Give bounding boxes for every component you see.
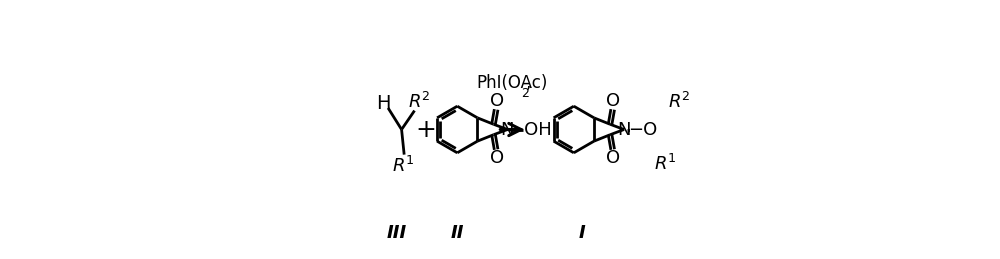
Text: PhI(OAc): PhI(OAc): [477, 74, 548, 92]
Text: $R^1$: $R^1$: [654, 154, 677, 174]
Text: 2: 2: [521, 87, 529, 100]
Text: O: O: [490, 149, 504, 167]
Text: ,: ,: [525, 74, 531, 92]
Text: I: I: [578, 224, 585, 242]
Text: H: H: [376, 94, 391, 113]
Text: −OH: −OH: [509, 120, 552, 139]
Text: O: O: [606, 149, 620, 167]
Text: O: O: [606, 92, 620, 110]
Text: $R^2$: $R^2$: [408, 92, 431, 112]
Text: +: +: [416, 118, 437, 141]
Text: N: N: [617, 120, 631, 139]
Text: N: N: [501, 120, 514, 139]
Text: $R^1$: $R^1$: [392, 156, 414, 176]
Text: III: III: [386, 224, 407, 242]
Text: II: II: [451, 224, 464, 242]
Text: −O: −O: [628, 120, 658, 139]
Text: $R^2$: $R^2$: [668, 92, 691, 112]
Text: O: O: [490, 92, 504, 110]
